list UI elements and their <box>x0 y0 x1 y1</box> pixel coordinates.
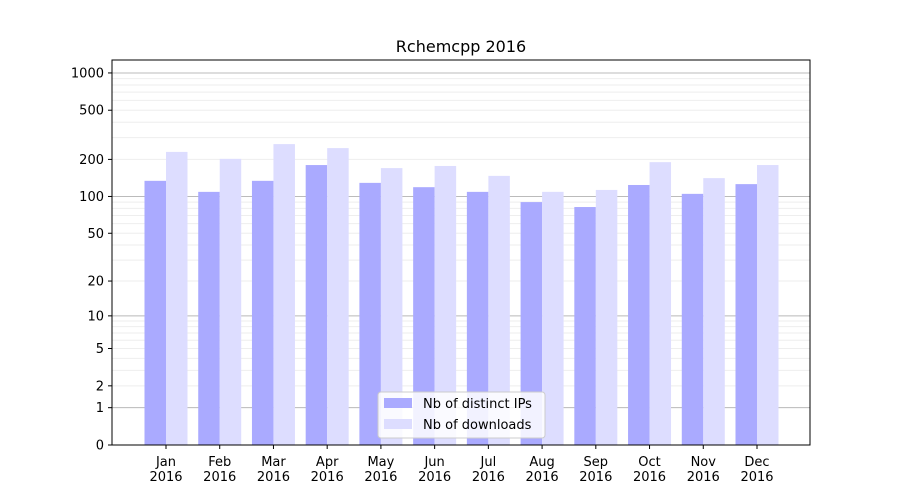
bar-downloads <box>327 148 349 445</box>
x-tick-label: Sep <box>584 455 609 470</box>
bar-ips <box>628 184 650 445</box>
bar-downloads <box>649 162 672 445</box>
x-tick-label: 2016 <box>311 470 344 485</box>
legend-label: Nb of distinct IPs <box>423 397 532 412</box>
axes-frame <box>111 59 811 446</box>
bar-downloads <box>488 175 510 445</box>
x-tick-label: 2016 <box>149 470 182 485</box>
bar-downloads <box>166 151 188 445</box>
x-tick-label: Aug <box>529 455 554 470</box>
x-tick-label: Nov <box>691 455 717 470</box>
bar-downloads <box>595 189 618 445</box>
x-tick-label: Apr <box>316 455 339 470</box>
x-tick-label: Jul <box>480 455 497 470</box>
x-tick-label: May <box>367 455 394 470</box>
legend-swatch <box>384 398 412 408</box>
y-tick-label: 1 <box>96 401 104 416</box>
bar-ips <box>144 180 166 445</box>
x-tick-label: 2016 <box>526 470 559 485</box>
bar-ips <box>359 182 381 445</box>
y-tick-label: 100 <box>79 190 104 205</box>
bar-downloads <box>434 165 457 445</box>
bar-ips <box>574 207 596 445</box>
bar-downloads <box>757 165 779 445</box>
bar-ips <box>681 193 704 445</box>
x-tick-label: 2016 <box>472 470 505 485</box>
y-tick-label: 20 <box>87 275 104 290</box>
bar-downloads <box>219 158 242 446</box>
x-tick-label: Mar <box>261 455 286 470</box>
x-tick-label: 2016 <box>687 470 720 485</box>
x-tick-label: 2016 <box>257 470 290 485</box>
x-tick-label: Dec <box>744 455 769 470</box>
y-tick-label: 200 <box>79 153 104 168</box>
bar-ips <box>735 184 757 445</box>
bar-ips <box>413 187 435 445</box>
y-tick-label: 2 <box>96 379 104 394</box>
x-tick-label: Oct <box>638 455 660 470</box>
bar-ips <box>520 202 543 445</box>
x-tick-label: Feb <box>208 455 231 470</box>
bar-ips <box>198 191 220 445</box>
x-tick-label: 2016 <box>740 470 773 485</box>
bar-ips <box>251 180 274 445</box>
legend-swatch <box>384 419 412 429</box>
x-tick-label: 2016 <box>203 470 236 485</box>
chart-title: Rchemcpp 2016 <box>396 37 526 56</box>
x-tick-label: Jun <box>423 455 444 470</box>
bar-ips <box>305 165 328 445</box>
y-tick-label: 500 <box>79 104 104 119</box>
y-tick-label: 5 <box>96 342 104 357</box>
bar-ips <box>466 191 489 445</box>
x-tick-label: 2016 <box>364 470 397 485</box>
bar-downloads <box>380 168 403 446</box>
x-tick-label: 2016 <box>579 470 612 485</box>
y-tick-label: 50 <box>87 227 104 242</box>
bar-downloads <box>542 191 564 445</box>
legend <box>377 391 546 439</box>
legend-label: Nb of downloads <box>423 418 532 433</box>
bar-downloads <box>703 178 725 445</box>
bar-downloads <box>273 144 295 445</box>
x-tick-label: Jan <box>155 455 176 470</box>
x-tick-label: 2016 <box>633 470 666 485</box>
y-tick-label: 0 <box>96 439 104 454</box>
x-tick-label: 2016 <box>418 470 451 485</box>
y-tick-label: 10 <box>87 309 104 324</box>
y-tick-label: 1000 <box>71 66 104 81</box>
